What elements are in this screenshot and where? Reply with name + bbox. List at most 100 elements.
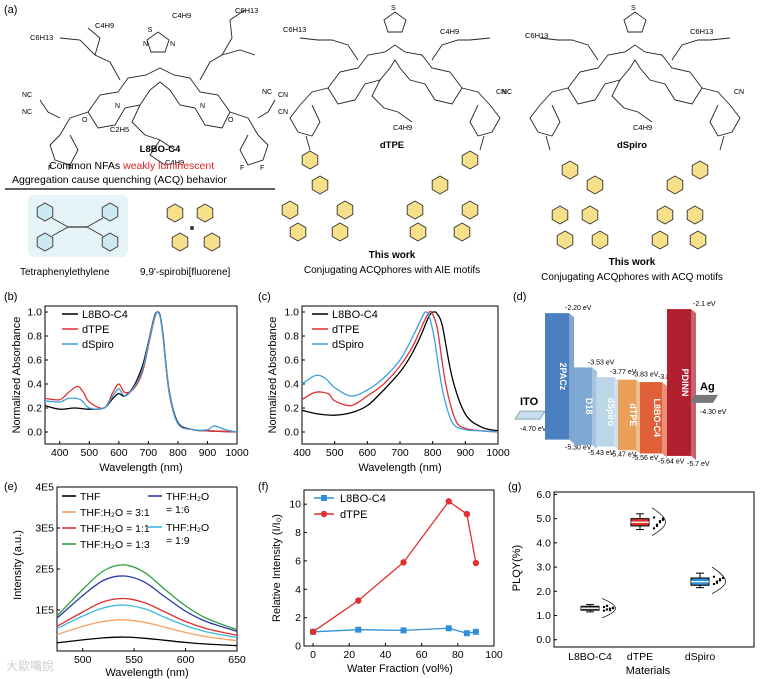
- atom-f-1: F: [48, 165, 52, 172]
- data-point-f-plot-0-4: [463, 630, 470, 637]
- xtick-label-c-plot-5: 900: [457, 447, 475, 459]
- panel-c-ylabel: Normalized Absorbance: [267, 317, 279, 434]
- box-density-0: [601, 598, 616, 619]
- panel-g-plot: 0.0 1.0 2.0 3.0 4.0 5.0 6.0 L8BO-C4 dTPE dSpiro: [536, 489, 726, 663]
- panel-b-legend: L8BO-C4 dTPE dSpiro: [62, 309, 128, 351]
- series-line-e-plot-2: [56, 597, 238, 637]
- dtpe-aie-motifs: [281, 150, 479, 242]
- xtick-label-c-plot-1: 500: [326, 447, 344, 459]
- atom-n-1: N: [143, 41, 148, 48]
- box-point-1-0: [652, 527, 656, 530]
- box-point-1-5: [655, 524, 659, 528]
- layer-side-4: [662, 382, 667, 458]
- box-point-2-6: [718, 579, 722, 582]
- layer-name-4: L8BO-C4: [652, 399, 662, 438]
- atom-cn-1: CN: [278, 92, 288, 99]
- layer-side-1: [592, 367, 597, 449]
- layer-bar-0: [545, 313, 569, 440]
- panel-b-ylabel: Normalized Absorbance: [11, 317, 23, 434]
- ytick-label-f-plot-1: 2: [295, 612, 301, 624]
- layer-homo-5: -5.7 eV: [687, 461, 710, 468]
- panel-label-c: (c): [258, 291, 271, 303]
- panel-g-ylabel: PLQY(%): [511, 545, 523, 591]
- series-line-f-plot-1: [312, 500, 477, 633]
- chain-c6h13-4: C6H13: [525, 31, 548, 40]
- box-density-2: [711, 566, 726, 595]
- layer-bar-4: [640, 382, 662, 454]
- chain-c4h9-2: C4H9: [172, 11, 191, 20]
- atom-f-4: F: [260, 165, 264, 172]
- xtick-label-g-1: dTPE: [627, 651, 653, 663]
- panel-c: (c) 400 500 600 700 800 900 1000 0.0 0.2 0.4 0.6 0.…: [258, 291, 510, 474]
- spiro-motif: [166, 203, 221, 252]
- panel-a: (a) S N N N N NC NC CN CN O O F F F: [4, 4, 744, 283]
- panel-e-xlabel: Wavelength (nm): [105, 667, 188, 679]
- xtick-label-b-plot-1: 500: [81, 447, 99, 459]
- xtick-label-e-plot-2: 600: [177, 654, 195, 666]
- panel-c-plot: 400 500 600 700 800 900 1000 0.0 0.2 0.4 0.6 0.8 1.0: [284, 307, 509, 460]
- legend-label-e-1: THF:H₂O = 3:1: [80, 507, 150, 519]
- panel-f-xlabel: Water Fraction (vol%): [347, 663, 453, 675]
- panel-g-frame: [553, 491, 755, 648]
- xtick-label-e-plot-1: 550: [125, 654, 143, 666]
- atom-s-1: S: [148, 27, 153, 34]
- xtick-label-b-plot-3: 700: [140, 447, 158, 459]
- chain-c4h9-5: C4H9: [393, 123, 412, 132]
- series-line-e-plot-5: [56, 604, 238, 639]
- xtick-label-c-plot-3: 700: [391, 447, 409, 459]
- tpe-motif: [28, 195, 128, 257]
- layer-lumo-5: -2.1 eV: [693, 301, 716, 308]
- xtick-label-b-plot-4: 800: [169, 447, 187, 459]
- motif-tpe-label: Tetraphenylethylene: [20, 267, 110, 278]
- atom-f-3: F: [240, 165, 244, 172]
- xtick-label-c-plot-2: 600: [359, 447, 377, 459]
- panel-label-e: (e): [4, 481, 17, 493]
- atom-cn-2: CN: [278, 109, 288, 116]
- box-point-2-5: [715, 581, 719, 585]
- ytick-label-f-plot-3: 6: [295, 555, 301, 567]
- ytick-label-g-6: 6.0: [536, 489, 551, 501]
- legend-label-dspiro: dSpiro: [82, 339, 114, 351]
- atom-f-2: F: [68, 165, 72, 172]
- layer-homo-4: -5.64 eV: [658, 458, 685, 465]
- ytick-label-e-plot-0: 1E5: [35, 605, 54, 617]
- atom-nc-2: NC: [22, 109, 32, 116]
- ytick-label-g-2: 2.0: [536, 586, 551, 598]
- chain-c6h13-2: C6H13: [235, 6, 258, 15]
- motif-spiro-label: 9,9'-spirobi[fluorene]: [140, 267, 231, 278]
- xtick-label-f-plot-2: 40: [380, 649, 392, 661]
- layer-lumo-0: -2.20 eV: [565, 305, 592, 312]
- ytick-label-c-plot-5: 1.0: [284, 307, 299, 319]
- series-line-e-plot-4: [56, 575, 238, 632]
- legend-label-l8bo-c: L8BO-C4: [332, 309, 378, 321]
- work3-description: Conjugating ACQphores with ACQ motifs: [541, 272, 723, 283]
- atom-nc-4: NC: [502, 89, 512, 96]
- legend-label-l8bo-f: L8BO-C4: [340, 493, 386, 505]
- box-point-0-4: [602, 605, 606, 609]
- xtick-label-b-plot-2: 600: [110, 447, 128, 459]
- chain-c6h13-3: C6H13: [283, 25, 306, 34]
- dspiro-acq-motifs: [551, 160, 709, 250]
- atom-n-3: N: [115, 103, 120, 110]
- chain-c2h5-1: C2H5: [110, 125, 129, 134]
- legend-marker-dtpe-f: [320, 510, 328, 518]
- box-point-2-0: [712, 582, 716, 586]
- panel-b-plot: 400 500 600 700 800 900 1000 0.0 0.2 0.4 0.6 0.8 1.0: [27, 307, 248, 460]
- panel-c-xlabel: Wavelength (nm): [358, 462, 441, 474]
- atom-o-2: O: [228, 117, 234, 124]
- ito-value: -4.70 eV: [520, 426, 547, 433]
- series-line-c-plot-0: [301, 311, 499, 432]
- ytick-label-c-plot-0: 0.0: [284, 427, 299, 439]
- xtick-label-c-plot-6: 1000: [486, 447, 510, 459]
- layer-name-5: PDINN: [680, 368, 690, 396]
- xtick-label-e-plot-3: 650: [228, 654, 246, 666]
- panel-label-g: (g): [508, 481, 521, 493]
- panel-label-b: (b): [4, 291, 17, 303]
- this-work-label-1: This work: [369, 250, 416, 261]
- legend-label-dtpe: dTPE: [82, 324, 110, 336]
- chain-c4h9-4: C4H9: [440, 27, 459, 36]
- data-point-f-plot-1-1: [355, 597, 362, 604]
- caption-acq: Aggregation cause quenching (ACQ) behavi…: [12, 174, 227, 186]
- ytick-label-c-plot-2: 0.4: [284, 379, 299, 391]
- layer-name-1: D18: [584, 398, 594, 415]
